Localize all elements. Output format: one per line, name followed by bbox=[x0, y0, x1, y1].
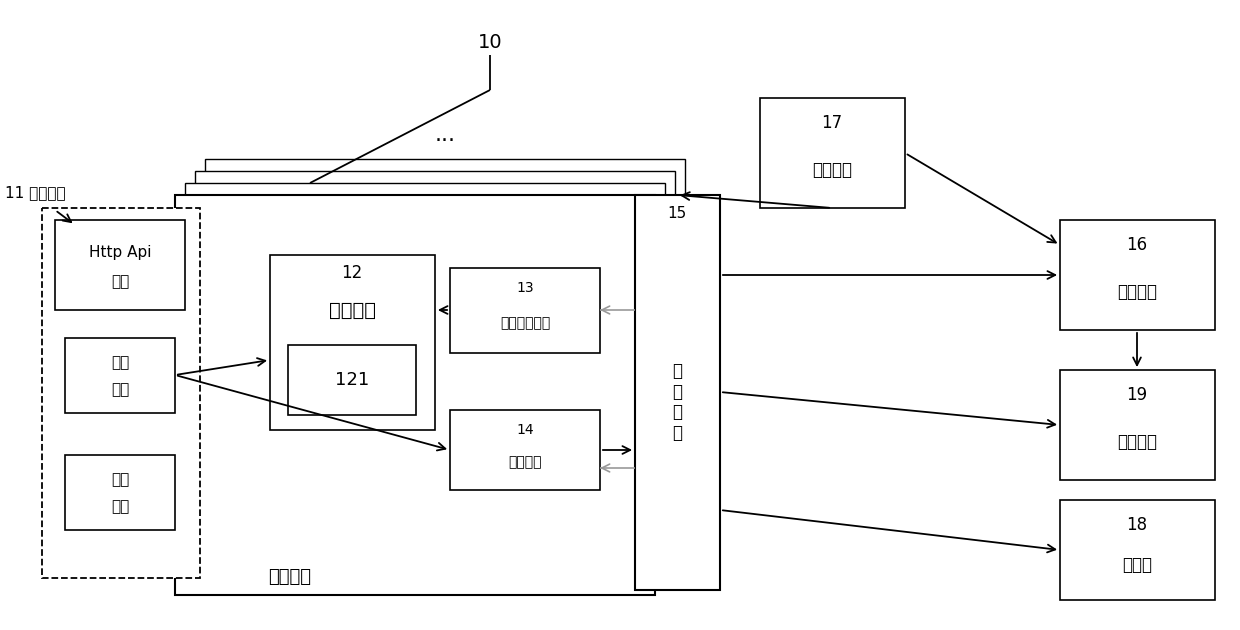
Bar bbox=[1060, 220, 1215, 330]
Text: 接口: 接口 bbox=[110, 275, 129, 290]
Text: 传输组件: 传输组件 bbox=[508, 455, 542, 469]
Bar bbox=[1060, 370, 1215, 480]
Bar bbox=[450, 410, 600, 490]
Text: 采集: 采集 bbox=[110, 382, 129, 398]
Text: 15: 15 bbox=[667, 205, 687, 220]
Text: ...: ... bbox=[434, 125, 455, 145]
Bar bbox=[55, 220, 185, 310]
Text: 采集: 采集 bbox=[110, 500, 129, 515]
Text: 121: 121 bbox=[335, 371, 370, 389]
Bar bbox=[185, 183, 665, 583]
Bar bbox=[42, 208, 200, 578]
Text: 11 采集组件: 11 采集组件 bbox=[5, 185, 66, 200]
Bar bbox=[64, 455, 175, 530]
Text: 12: 12 bbox=[341, 264, 362, 282]
Text: 17: 17 bbox=[821, 114, 842, 132]
Bar bbox=[450, 268, 600, 353]
Text: 配置中心: 配置中心 bbox=[812, 161, 852, 179]
Text: 13: 13 bbox=[516, 281, 533, 295]
Text: Http Api: Http Api bbox=[89, 244, 151, 260]
Bar bbox=[270, 255, 435, 430]
Text: 18: 18 bbox=[1126, 516, 1147, 534]
Text: 内部: 内部 bbox=[110, 472, 129, 488]
Text: 16: 16 bbox=[1126, 236, 1147, 254]
Text: 19: 19 bbox=[1126, 386, 1147, 404]
Text: 数据库: 数据库 bbox=[1122, 556, 1152, 574]
Text: 10: 10 bbox=[477, 33, 502, 52]
Bar bbox=[195, 171, 675, 571]
Bar bbox=[175, 195, 655, 595]
Bar bbox=[635, 195, 720, 590]
Text: 数
据
网
关: 数 据 网 关 bbox=[672, 362, 682, 442]
Bar bbox=[288, 345, 415, 415]
Text: 运算中心: 运算中心 bbox=[1117, 283, 1157, 301]
Text: 报警系统: 报警系统 bbox=[1117, 433, 1157, 451]
Text: 脚本: 脚本 bbox=[110, 355, 129, 370]
Bar bbox=[760, 98, 905, 208]
Text: 监控终端: 监控终端 bbox=[269, 568, 311, 586]
Text: 策略同步组件: 策略同步组件 bbox=[500, 316, 551, 330]
Bar bbox=[1060, 500, 1215, 600]
Bar bbox=[205, 159, 684, 559]
Bar bbox=[64, 338, 175, 413]
Text: 运算组件: 运算组件 bbox=[329, 301, 376, 319]
Text: 14: 14 bbox=[516, 423, 533, 437]
